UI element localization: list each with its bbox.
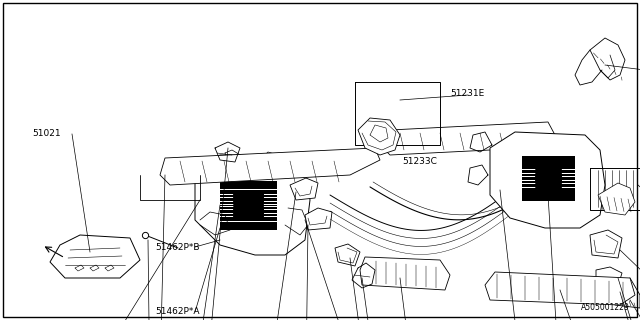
Text: 51462P*A: 51462P*A	[155, 308, 200, 316]
Polygon shape	[160, 148, 380, 185]
Text: 51231E: 51231E	[450, 89, 484, 98]
Text: 51462P*B: 51462P*B	[155, 243, 200, 252]
Polygon shape	[590, 38, 625, 80]
Polygon shape	[605, 278, 640, 308]
Polygon shape	[596, 267, 622, 286]
Polygon shape	[490, 132, 605, 228]
Polygon shape	[380, 122, 555, 155]
Polygon shape	[485, 272, 635, 305]
Polygon shape	[305, 208, 332, 230]
Polygon shape	[50, 235, 140, 278]
Text: 51233C: 51233C	[402, 157, 437, 166]
Polygon shape	[195, 155, 310, 255]
Polygon shape	[598, 183, 635, 215]
Polygon shape	[335, 244, 360, 266]
Polygon shape	[600, 282, 628, 300]
Polygon shape	[358, 118, 400, 155]
Polygon shape	[290, 178, 318, 200]
Polygon shape	[360, 257, 450, 290]
Text: A505001229: A505001229	[581, 303, 630, 312]
Text: 51021: 51021	[32, 130, 61, 139]
Polygon shape	[590, 230, 622, 258]
